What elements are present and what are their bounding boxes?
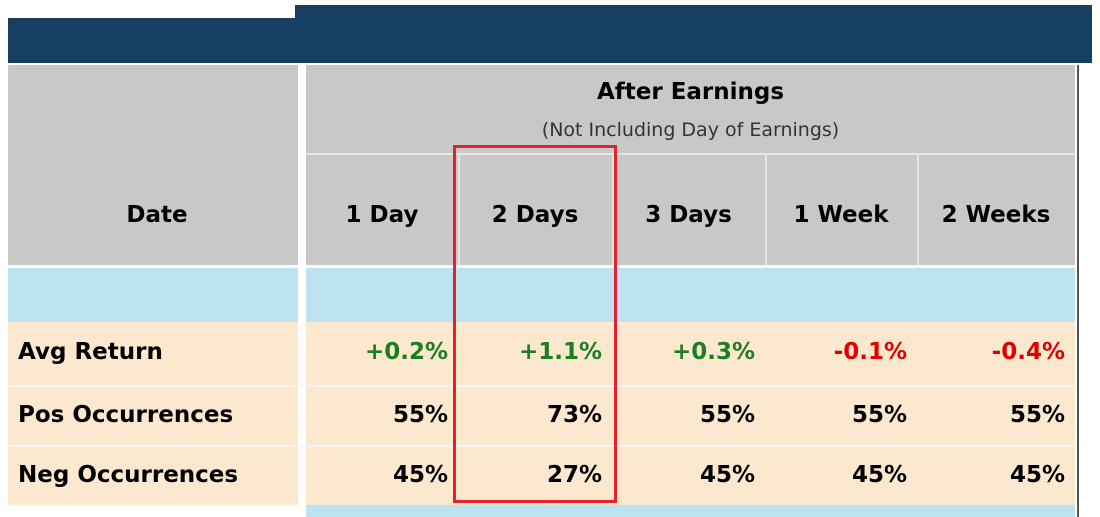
value-cell: +0.2% bbox=[364, 339, 448, 365]
value-cell: 45% bbox=[1009, 462, 1065, 488]
column-header: 1 Day bbox=[345, 202, 419, 228]
value-cell: 55% bbox=[1009, 402, 1065, 428]
value-cell: +1.1% bbox=[518, 339, 602, 365]
column-header: 2 Weeks bbox=[941, 202, 1051, 228]
value-cell: -0.4% bbox=[991, 339, 1065, 365]
grid-line bbox=[612, 155, 614, 265]
bottom-row bbox=[306, 505, 1075, 517]
value-cell: 55% bbox=[851, 402, 907, 428]
column-header: 3 Days bbox=[645, 202, 732, 228]
data-bg bbox=[8, 322, 298, 505]
grid-line bbox=[765, 155, 767, 265]
highlight-box bbox=[453, 145, 617, 503]
column-header: Date bbox=[126, 202, 188, 228]
grid-line bbox=[306, 153, 1075, 155]
row-label: Pos Occurrences bbox=[18, 402, 234, 428]
spacer-row bbox=[306, 268, 1075, 322]
value-cell: 73% bbox=[546, 402, 602, 428]
data-bg bbox=[306, 322, 1075, 505]
value-cell: 45% bbox=[699, 462, 755, 488]
row-line bbox=[8, 445, 1075, 447]
value-cell: 55% bbox=[699, 402, 755, 428]
column-header: 1 Week bbox=[793, 202, 889, 228]
value-cell: 55% bbox=[392, 402, 448, 428]
row-label: Neg Occurrences bbox=[18, 462, 239, 488]
value-cell: 27% bbox=[546, 462, 602, 488]
group-subtitle: (Not Including Day of Earnings) bbox=[541, 119, 840, 141]
right-edge bbox=[1077, 65, 1079, 517]
value-cell: +0.3% bbox=[671, 339, 755, 365]
value-cell: 45% bbox=[392, 462, 448, 488]
spacer-row bbox=[8, 268, 298, 322]
value-cell: -0.1% bbox=[833, 339, 907, 365]
navy-band bbox=[8, 18, 298, 63]
grid-line bbox=[458, 155, 460, 265]
header-bg bbox=[8, 65, 1075, 265]
row-label: Avg Return bbox=[18, 339, 163, 365]
group-title: After Earnings bbox=[596, 79, 785, 105]
grid-line bbox=[917, 155, 919, 265]
row-line bbox=[8, 385, 1075, 387]
navy-band bbox=[295, 5, 1092, 63]
separator bbox=[298, 65, 306, 517]
column-header: 2 Days bbox=[491, 202, 579, 228]
value-cell: 45% bbox=[851, 462, 907, 488]
